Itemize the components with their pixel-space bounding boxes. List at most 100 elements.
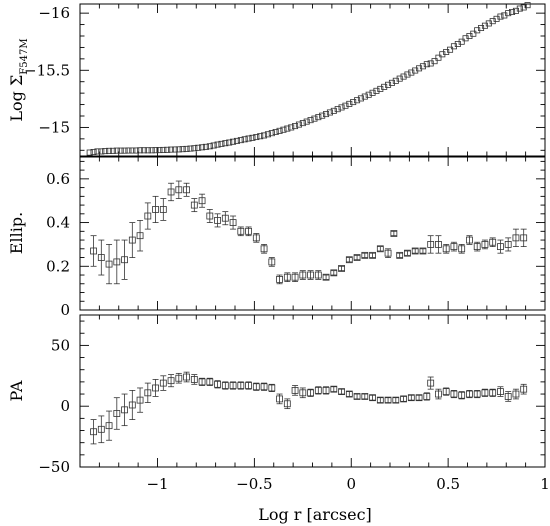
data-point bbox=[121, 393, 128, 427]
square-marker bbox=[159, 206, 167, 213]
square-marker bbox=[330, 269, 338, 277]
square-marker bbox=[361, 251, 369, 259]
panels-group: −15 −15.5 −16 Log ΣF547M 0 0.2 0.4 0.6 Ellip. −50… bbox=[7, 2, 550, 493]
data-point bbox=[435, 388, 442, 400]
data-point bbox=[345, 390, 353, 398]
y-tick-label: −50 bbox=[38, 458, 70, 476]
data-point bbox=[470, 30, 477, 37]
data-point bbox=[144, 382, 152, 403]
square-marker bbox=[458, 391, 466, 399]
data-point bbox=[330, 269, 338, 277]
square-marker bbox=[218, 140, 225, 147]
square-marker bbox=[411, 247, 419, 255]
square-marker bbox=[284, 125, 291, 132]
data-point bbox=[497, 386, 504, 397]
square-marker bbox=[404, 249, 411, 257]
x-tick-label: 1 bbox=[540, 475, 550, 493]
data-point bbox=[504, 391, 512, 402]
data-point bbox=[512, 228, 520, 248]
square-marker bbox=[408, 69, 415, 76]
y-tick-label: 0.6 bbox=[46, 170, 70, 188]
data-point bbox=[133, 147, 140, 154]
data-point bbox=[113, 397, 121, 430]
square-marker bbox=[237, 382, 245, 389]
data-point bbox=[288, 124, 295, 131]
square-marker bbox=[164, 146, 171, 153]
square-marker bbox=[354, 97, 361, 104]
data-point bbox=[140, 147, 147, 154]
data-point bbox=[369, 251, 376, 259]
data-point bbox=[175, 146, 182, 153]
data-point bbox=[175, 180, 183, 199]
data-point bbox=[489, 237, 497, 248]
data-point bbox=[314, 270, 322, 280]
square-marker bbox=[125, 147, 132, 154]
square-marker bbox=[230, 138, 237, 145]
square-marker bbox=[136, 396, 144, 404]
square-marker bbox=[400, 395, 407, 403]
square-marker bbox=[450, 390, 458, 398]
data-point bbox=[214, 141, 221, 148]
data-point bbox=[214, 380, 221, 389]
data-point bbox=[121, 239, 128, 280]
data-point bbox=[315, 114, 322, 121]
data-point bbox=[276, 127, 283, 134]
square-marker bbox=[388, 79, 395, 86]
square-marker bbox=[361, 393, 369, 400]
square-marker bbox=[210, 142, 217, 149]
data-point bbox=[137, 147, 144, 154]
square-marker bbox=[214, 216, 221, 224]
square-marker bbox=[148, 147, 155, 154]
data-point bbox=[280, 126, 287, 133]
y-axis-title: Log ΣF547M bbox=[7, 38, 30, 121]
data-point bbox=[206, 209, 214, 223]
square-marker bbox=[442, 245, 450, 253]
square-marker bbox=[423, 61, 430, 68]
data-point bbox=[435, 54, 442, 61]
square-marker bbox=[276, 127, 283, 134]
data-point bbox=[230, 138, 237, 145]
square-marker bbox=[245, 227, 252, 235]
square-marker bbox=[241, 136, 248, 143]
panel-frame bbox=[79, 3, 546, 157]
data-point bbox=[392, 77, 399, 84]
data-point bbox=[435, 235, 442, 254]
square-marker bbox=[357, 95, 364, 102]
data-point bbox=[450, 241, 458, 252]
square-marker bbox=[303, 118, 310, 125]
square-marker bbox=[105, 260, 113, 268]
data-point bbox=[237, 381, 245, 390]
square-marker bbox=[229, 382, 237, 389]
square-marker bbox=[97, 254, 105, 261]
square-marker bbox=[245, 135, 252, 142]
data-point bbox=[481, 239, 489, 250]
x-tick-label: −0.5 bbox=[236, 475, 272, 493]
data-point bbox=[416, 65, 423, 72]
data-point bbox=[171, 146, 178, 153]
square-marker bbox=[509, 8, 516, 15]
data-point bbox=[299, 120, 306, 127]
square-marker bbox=[233, 137, 240, 144]
data-point bbox=[183, 182, 190, 197]
square-marker bbox=[214, 380, 221, 388]
data-point bbox=[307, 388, 314, 397]
data-point bbox=[442, 387, 450, 396]
data-point bbox=[345, 256, 353, 264]
data-point bbox=[268, 383, 276, 393]
data-point bbox=[190, 374, 198, 385]
data-point bbox=[106, 147, 113, 154]
data-point bbox=[291, 385, 299, 396]
data-point bbox=[369, 89, 376, 96]
square-marker bbox=[175, 374, 183, 382]
data-point bbox=[295, 121, 302, 128]
square-marker bbox=[171, 146, 178, 153]
square-marker bbox=[268, 384, 276, 392]
square-marker bbox=[272, 128, 279, 135]
y-tick-label: 0 bbox=[60, 397, 70, 415]
square-marker bbox=[373, 87, 380, 94]
square-marker bbox=[152, 147, 159, 154]
data-point bbox=[152, 147, 159, 154]
data-point bbox=[299, 270, 307, 280]
data-point bbox=[179, 146, 186, 153]
square-marker bbox=[376, 396, 384, 404]
